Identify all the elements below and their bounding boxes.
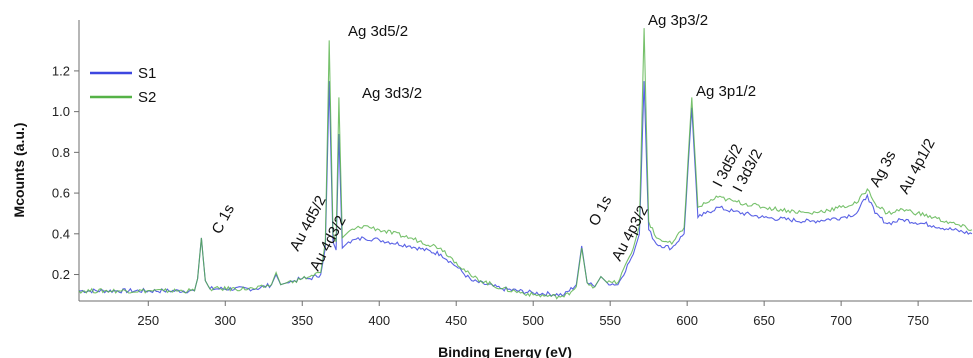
annotation-c1s: C 1s (209, 202, 238, 237)
y-tick-label: 1.2 (52, 63, 70, 78)
x-tick-label: 600 (676, 313, 698, 328)
annotation-ag3p32: Ag 3p3/2 (648, 12, 708, 29)
series-lines (78, 28, 973, 300)
annotation-au4p12: Au 4p1/2 (896, 136, 939, 197)
x-tick-label: 650 (753, 313, 775, 328)
x-tick-label: 350 (291, 313, 313, 328)
series-line-s2 (78, 28, 973, 300)
y-ticks: 0.2 0.4 0.6 0.8 1.0 1.2 (52, 63, 79, 282)
y-tick-label: 1.0 (52, 104, 70, 119)
x-tick-label: 300 (214, 313, 236, 328)
y-axis-title: Mcounts (a.u.) (11, 123, 27, 218)
annotation-ag3s: Ag 3s (867, 148, 900, 190)
x-tick-label: 550 (599, 313, 621, 328)
annotation-ag3d52: Ag 3d5/2 (348, 23, 408, 40)
legend: S1 S2 (90, 65, 156, 106)
y-tick-label: 0.8 (52, 145, 70, 160)
y-tick-label: 0.4 (52, 226, 70, 241)
legend-label-s2: S2 (138, 89, 156, 106)
annotation-o1s: O 1s (586, 193, 616, 229)
series-line-s1 (78, 81, 973, 297)
x-tick-label: 250 (137, 313, 159, 328)
y-tick-label: 0.6 (52, 186, 70, 201)
peak-annotations: C 1s Au 4d5/2 Au 4d3/2 Ag 3d5/2 Ag 3d3/2… (209, 12, 939, 274)
x-tick-label: 500 (522, 313, 544, 328)
x-ticks: 250 300 350 400 450 500 550 600 650 700 750 (137, 301, 929, 328)
x-tick-label: 750 (907, 313, 929, 328)
x-tick-label: 400 (368, 313, 390, 328)
x-tick-label: 700 (830, 313, 852, 328)
legend-label-s1: S1 (138, 65, 156, 82)
x-tick-label: 450 (445, 313, 467, 328)
annotation-ag3p12: Ag 3p1/2 (696, 83, 756, 100)
y-tick-label: 0.2 (52, 267, 70, 282)
annotation-ag3d32: Ag 3d3/2 (362, 85, 422, 102)
x-axis-title: Binding Energy (eV) (438, 344, 572, 358)
